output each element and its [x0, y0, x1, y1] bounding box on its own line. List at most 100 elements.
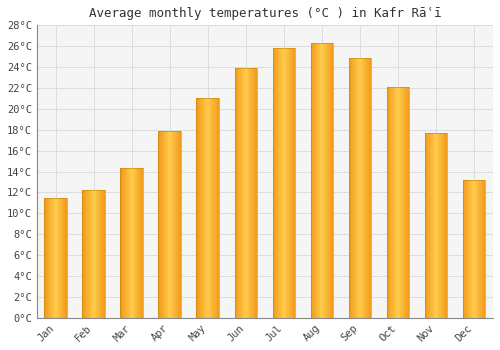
- Bar: [170, 131, 172, 318]
- Bar: [464, 180, 465, 318]
- Bar: [436, 133, 437, 318]
- Bar: [443, 133, 444, 318]
- Bar: [274, 48, 275, 318]
- Bar: [396, 87, 397, 318]
- Bar: [128, 168, 129, 318]
- Bar: [90, 190, 91, 318]
- Bar: [82, 190, 105, 318]
- Bar: [104, 190, 105, 318]
- Bar: [208, 98, 210, 318]
- Bar: [348, 58, 350, 318]
- Bar: [205, 98, 206, 318]
- Bar: [167, 131, 168, 318]
- Bar: [250, 68, 251, 318]
- Bar: [328, 43, 329, 318]
- Bar: [388, 87, 389, 318]
- Bar: [216, 98, 217, 318]
- Bar: [322, 43, 324, 318]
- Bar: [427, 133, 428, 318]
- Bar: [272, 48, 295, 318]
- Bar: [87, 190, 88, 318]
- Bar: [99, 190, 100, 318]
- Bar: [318, 43, 319, 318]
- Bar: [433, 133, 434, 318]
- Bar: [168, 131, 169, 318]
- Bar: [330, 43, 331, 318]
- Bar: [249, 68, 250, 318]
- Bar: [245, 68, 246, 318]
- Bar: [471, 180, 472, 318]
- Bar: [394, 87, 395, 318]
- Bar: [204, 98, 205, 318]
- Bar: [364, 58, 366, 318]
- Bar: [64, 198, 65, 318]
- Bar: [408, 87, 410, 318]
- Bar: [424, 133, 426, 318]
- Bar: [363, 58, 364, 318]
- Bar: [161, 131, 162, 318]
- Bar: [356, 58, 357, 318]
- Bar: [397, 87, 398, 318]
- Bar: [352, 58, 353, 318]
- Bar: [395, 87, 396, 318]
- Bar: [100, 190, 102, 318]
- Bar: [48, 198, 49, 318]
- Bar: [45, 198, 46, 318]
- Bar: [120, 168, 121, 318]
- Bar: [246, 68, 248, 318]
- Bar: [142, 168, 144, 318]
- Bar: [217, 98, 218, 318]
- Bar: [272, 48, 274, 318]
- Bar: [244, 68, 245, 318]
- Bar: [138, 168, 140, 318]
- Bar: [368, 58, 369, 318]
- Bar: [255, 68, 256, 318]
- Bar: [291, 48, 292, 318]
- Bar: [199, 98, 200, 318]
- Bar: [483, 180, 484, 318]
- Bar: [480, 180, 481, 318]
- Bar: [429, 133, 430, 318]
- Bar: [390, 87, 391, 318]
- Bar: [432, 133, 433, 318]
- Bar: [86, 190, 87, 318]
- Bar: [386, 87, 409, 318]
- Bar: [234, 68, 258, 318]
- Bar: [357, 58, 358, 318]
- Bar: [386, 87, 388, 318]
- Bar: [293, 48, 294, 318]
- Bar: [404, 87, 405, 318]
- Bar: [239, 68, 240, 318]
- Bar: [164, 131, 166, 318]
- Bar: [359, 58, 360, 318]
- Bar: [179, 131, 180, 318]
- Bar: [438, 133, 439, 318]
- Bar: [362, 58, 363, 318]
- Bar: [278, 48, 280, 318]
- Bar: [103, 190, 104, 318]
- Bar: [252, 68, 253, 318]
- Bar: [59, 198, 60, 318]
- Bar: [467, 180, 468, 318]
- Bar: [440, 133, 442, 318]
- Bar: [253, 68, 254, 318]
- Bar: [102, 190, 103, 318]
- Bar: [129, 168, 130, 318]
- Bar: [283, 48, 284, 318]
- Bar: [176, 131, 178, 318]
- Bar: [474, 180, 475, 318]
- Bar: [399, 87, 400, 318]
- Bar: [324, 43, 325, 318]
- Bar: [430, 133, 432, 318]
- Bar: [444, 133, 445, 318]
- Bar: [484, 180, 486, 318]
- Bar: [475, 180, 476, 318]
- Bar: [236, 68, 237, 318]
- Bar: [321, 43, 322, 318]
- Bar: [288, 48, 290, 318]
- Bar: [97, 190, 98, 318]
- Bar: [175, 131, 176, 318]
- Bar: [319, 43, 320, 318]
- Bar: [84, 190, 86, 318]
- Bar: [141, 168, 142, 318]
